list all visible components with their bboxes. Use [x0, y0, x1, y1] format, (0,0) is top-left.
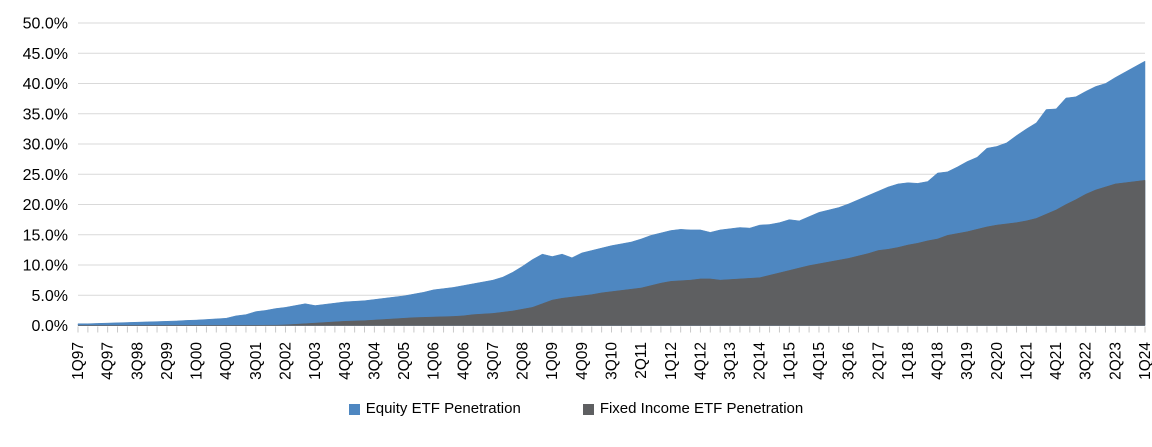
x-tick-label: 3Q13 — [722, 342, 739, 380]
y-tick-label: 35.0% — [23, 106, 68, 123]
fixed-income-swatch-icon — [582, 403, 594, 415]
gridlines — [78, 22, 1145, 326]
x-tick-label: 4Q21 — [1048, 342, 1065, 380]
x-tick-label: 2Q08 — [515, 342, 532, 380]
x-tick-label: 2Q11 — [633, 342, 650, 379]
x-tick-label: 4Q97 — [100, 342, 117, 380]
x-tick-label: 3Q01 — [248, 342, 265, 380]
x-tick-label: 2Q23 — [1107, 342, 1124, 380]
x-tick-label: 1Q21 — [1018, 342, 1035, 380]
x-tick-label: 1Q03 — [307, 342, 324, 380]
chart-plot-area: 0.0% 5.0% 10.0% 15.0% 20.0% 25.0% 30.0% 35.0% 40… — [23, 16, 1152, 380]
y-tick-label: 20.0% — [23, 197, 68, 214]
x-tick-label: 2Q17 — [870, 342, 887, 380]
x-tick-label: 2Q99 — [159, 342, 176, 380]
y-tick-label: 5.0% — [32, 288, 68, 305]
x-tick-label: 1Q12 — [663, 342, 680, 380]
x-tick-label: 2Q14 — [752, 342, 769, 380]
y-tick-label: 25.0% — [23, 167, 68, 184]
x-tick-label: 4Q15 — [811, 342, 828, 380]
y-axis-labels: 0.0% 5.0% 10.0% 15.0% 20.0% 25.0% 30.0% 35.0% 40… — [23, 16, 68, 336]
x-tick-label: 1Q24 — [1137, 342, 1152, 380]
x-tick-label: 4Q09 — [574, 342, 591, 380]
legend-item-fixed-income: Fixed Income ETF Penetration — [582, 399, 804, 419]
x-tick-label: 4Q00 — [218, 342, 235, 380]
x-tick-label: 3Q04 — [366, 342, 383, 380]
x-tick-label: 1Q09 — [544, 342, 561, 380]
legend-item-equity: Equity ETF Penetration — [348, 399, 521, 419]
x-tick-label: 2Q05 — [396, 342, 413, 380]
x-tick-label: 3Q16 — [841, 342, 858, 380]
x-axis-ticks — [77, 326, 1146, 333]
x-tick-label: 4Q18 — [930, 342, 947, 380]
y-tick-label: 30.0% — [23, 137, 68, 154]
x-tick-label: 3Q22 — [1078, 342, 1095, 380]
fixed-income-area — [78, 180, 1146, 326]
y-tick-label: 50.0% — [23, 16, 68, 33]
x-tick-label: 1Q18 — [900, 342, 917, 380]
y-tick-label: 45.0% — [23, 46, 68, 63]
x-tick-label: 1Q97 — [70, 342, 87, 380]
x-tick-label: 2Q20 — [989, 342, 1006, 380]
x-tick-label: 4Q03 — [337, 342, 354, 380]
x-tick-label: 3Q98 — [129, 342, 146, 380]
x-tick-label: 1Q00 — [189, 342, 206, 380]
x-tick-label: 3Q10 — [604, 342, 621, 380]
legend-label-equity: Equity ETF Penetration — [365, 400, 521, 417]
x-tick-label: 4Q06 — [455, 342, 472, 380]
chart-legend: Equity ETF Penetration Fixed Income ETF … — [0, 399, 1152, 419]
y-tick-label: 10.0% — [23, 258, 68, 275]
y-tick-label: 40.0% — [23, 76, 68, 93]
x-tick-label: 3Q07 — [485, 342, 502, 380]
x-tick-label: 1Q15 — [781, 342, 798, 380]
x-axis-labels: 1Q97 4Q97 3Q98 2Q99 1Q00 4Q00 3Q01 2Q02 1Q03 4Q03… — [70, 342, 1152, 380]
legend-label-fixed-income: Fixed Income ETF Penetration — [599, 400, 804, 417]
equity-swatch-icon — [348, 403, 360, 415]
x-tick-label: 3Q19 — [959, 342, 976, 380]
y-tick-label: 15.0% — [23, 227, 68, 244]
x-tick-label: 2Q02 — [277, 342, 294, 380]
x-tick-label: 4Q12 — [692, 342, 709, 380]
x-tick-label: 1Q06 — [426, 342, 443, 380]
y-tick-label: 0.0% — [32, 318, 68, 335]
